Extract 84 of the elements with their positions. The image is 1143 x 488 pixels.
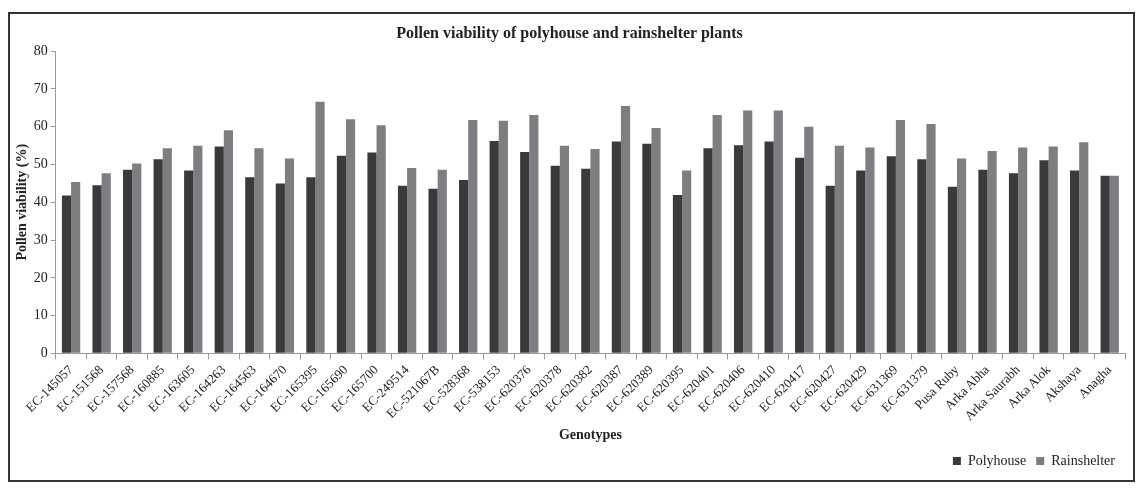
bar: [581, 168, 591, 353]
bar: [743, 110, 753, 353]
bar: [498, 120, 508, 353]
y-axis-title: Pollen viability (%): [14, 143, 31, 261]
bar: [764, 141, 774, 353]
bar: [437, 169, 447, 353]
bar: [306, 177, 316, 353]
bar: [682, 170, 692, 353]
bar: [336, 155, 347, 353]
bar: [397, 185, 408, 353]
bar: [459, 180, 469, 353]
y-tick-label: 40: [33, 193, 48, 209]
y-tick-label: 0: [40, 345, 48, 361]
bar: [559, 145, 570, 353]
bar: [611, 141, 621, 353]
y-tick-label: 30: [33, 231, 48, 247]
bar: [193, 145, 203, 353]
bar: [1070, 170, 1080, 353]
bar: [123, 169, 133, 353]
bar: [245, 177, 255, 353]
bar: [153, 159, 163, 353]
bar: [346, 119, 356, 353]
bar: [1109, 175, 1119, 353]
bar: [520, 152, 530, 353]
bar: [61, 195, 72, 353]
bar: [184, 170, 194, 353]
bar: [956, 158, 967, 353]
y-tick-label: 60: [33, 118, 48, 134]
bar: [886, 156, 896, 353]
bar: [917, 159, 927, 353]
bar: [712, 115, 722, 353]
bar: [132, 163, 142, 353]
bar: [1018, 147, 1028, 353]
bar: [315, 101, 325, 353]
bar: [620, 105, 631, 353]
y-tick-label: 70: [33, 80, 48, 96]
bar: [1079, 142, 1089, 353]
y-tick-label: 50: [33, 156, 48, 172]
bar: [642, 143, 652, 353]
bar: [489, 141, 499, 353]
bar: [254, 148, 264, 353]
bar: [834, 145, 844, 353]
x-axis-title: Genotypes: [558, 427, 623, 443]
bar: [978, 169, 988, 353]
legend-label: Rainshelter: [1051, 452, 1116, 468]
bar: [947, 186, 957, 353]
bar: [926, 124, 936, 353]
bar: [214, 146, 224, 353]
bar: [529, 115, 539, 353]
bar: [101, 173, 111, 353]
bar: [733, 145, 744, 353]
bar: [1048, 146, 1058, 353]
bar: [284, 158, 295, 353]
bar: [550, 165, 560, 353]
bar: [1039, 160, 1049, 353]
bar: [1100, 175, 1110, 353]
bar: [1008, 173, 1019, 353]
bar: [895, 119, 906, 353]
bar: [825, 185, 835, 353]
bar: [672, 195, 683, 353]
bar: [162, 148, 172, 353]
bar: [856, 170, 866, 353]
bar: [865, 147, 875, 353]
bar: [795, 157, 805, 353]
y-tick-label: 20: [33, 269, 48, 285]
bar: [590, 149, 600, 353]
bar: [92, 185, 102, 353]
bar: [71, 181, 81, 353]
bar: [651, 127, 661, 353]
bar: [804, 126, 814, 353]
bar: [407, 167, 417, 353]
bar: [773, 110, 783, 353]
bar: [275, 183, 285, 353]
bar: [367, 152, 377, 353]
bar: [223, 130, 233, 353]
chart-title: Pollen viability of polyhouse and rainshelter plants: [396, 23, 743, 42]
bar: [376, 125, 386, 353]
bar: [987, 150, 997, 353]
y-tick-label: 10: [33, 307, 48, 323]
y-tick-label: 80: [33, 42, 48, 58]
bar: [468, 119, 478, 353]
bar: [703, 148, 713, 353]
bar: [428, 188, 438, 353]
legend-label: Polyhouse: [967, 452, 1027, 468]
